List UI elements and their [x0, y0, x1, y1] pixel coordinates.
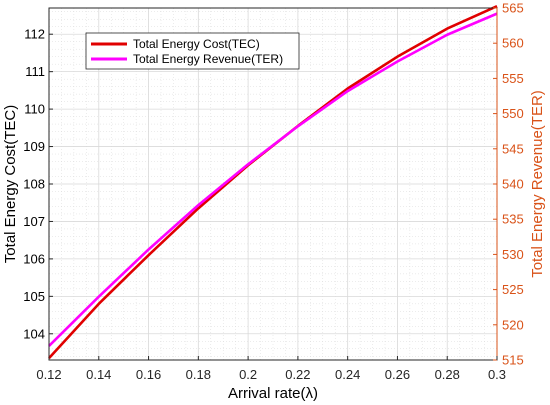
right-axis: 515 520 525 530 535 540 545 550 555 560 565 [493, 1, 524, 368]
right-tick-label: 560 [502, 36, 524, 51]
legend-label-ter: Total Energy Revenue(TER) [133, 52, 283, 66]
left-y-axis-label: Total Energy Cost(TEC) [2, 105, 19, 263]
left-tick-label: 109 [23, 139, 45, 154]
x-tick-label: 0.12 [36, 367, 61, 382]
right-tick-label: 555 [502, 71, 524, 86]
x-tick-label: 0.2 [239, 367, 257, 382]
left-axis: 104 105 106 107 108 109 110 111 112 [23, 27, 53, 341]
right-tick-label: 545 [502, 141, 524, 156]
series-line-ter [48, 12, 498, 347]
left-tick-label: 107 [23, 214, 45, 229]
x-axis: 0.12 0.14 0.16 0.18 0.2 0.22 0.24 0.26 0.28 0.3 [36, 356, 506, 382]
right-tick-label: 530 [502, 247, 524, 262]
left-tick-label: 105 [23, 289, 45, 304]
legend-box [85, 32, 300, 70]
x-axis-label: Arrival rate(λ) [228, 385, 318, 402]
right-tick-label: 515 [502, 353, 524, 368]
series-layer [48, 4, 498, 360]
x-tick-label: 0.14 [86, 367, 111, 382]
right-y-axis-label: Total Energy Revenue(TER) [529, 90, 546, 278]
right-tick-label: 565 [502, 1, 524, 16]
right-tick-label: 525 [502, 282, 524, 297]
x-tick-label: 0.24 [335, 367, 360, 382]
right-tick-label: 540 [502, 177, 524, 192]
left-tick-label: 110 [24, 102, 45, 117]
x-tick-label: 0.18 [186, 367, 211, 382]
x-tick-label: 0.3 [488, 367, 506, 382]
left-tick-label: 104 [23, 326, 45, 341]
left-tick-label: 108 [23, 177, 45, 192]
x-tick-label: 0.22 [285, 367, 310, 382]
right-tick-label: 535 [502, 212, 524, 227]
left-tick-label: 112 [24, 27, 45, 42]
left-tick-label: 106 [23, 251, 45, 266]
x-tick-label: 0.26 [385, 367, 410, 382]
right-tick-label: 520 [502, 317, 524, 332]
legend: Total Energy Cost(TEC) Total Energy Reve… [85, 32, 300, 70]
x-tick-label: 0.16 [136, 367, 161, 382]
right-tick-label: 550 [502, 106, 524, 121]
left-tick-label: 111 [25, 64, 45, 79]
legend-label-tec: Total Energy Cost(TEC) [133, 37, 260, 51]
x-tick-label: 0.28 [435, 367, 460, 382]
